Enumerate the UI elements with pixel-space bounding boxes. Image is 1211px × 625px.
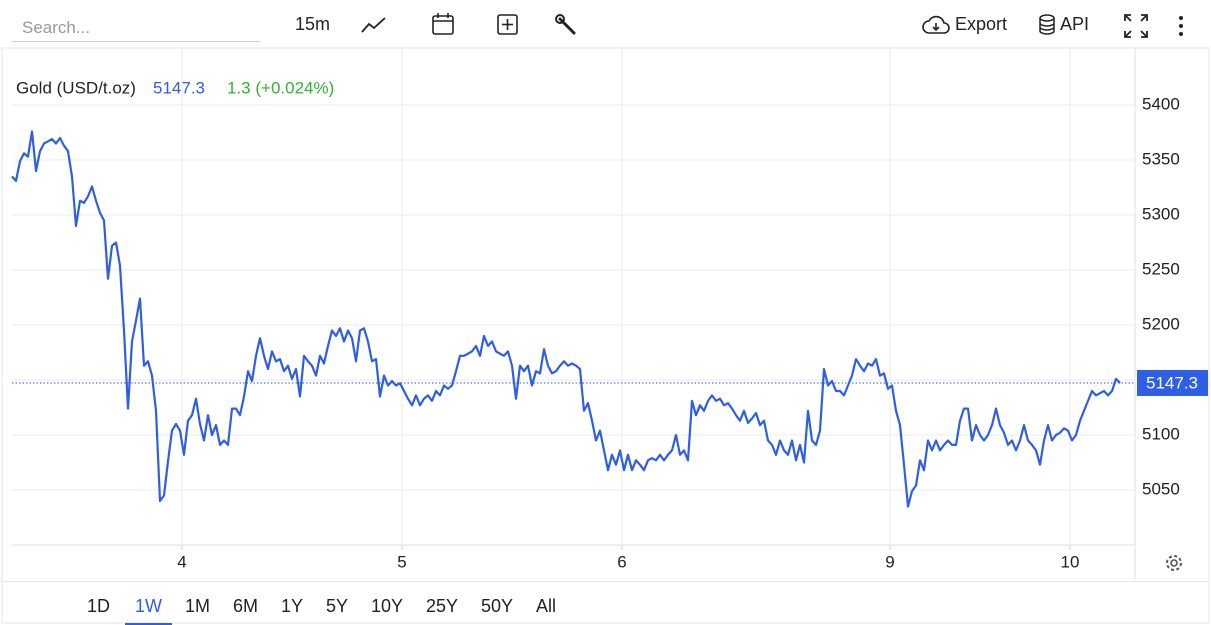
y-tick-label: 5300 bbox=[1142, 204, 1180, 223]
range-option[interactable]: 1Y bbox=[281, 596, 304, 616]
frame bbox=[1, 47, 1210, 624]
api-icon[interactable] bbox=[1038, 13, 1058, 37]
y-tick-label: 5100 bbox=[1142, 424, 1180, 443]
toolbar: Search... 15m Export API bbox=[0, 0, 1211, 48]
grid bbox=[12, 48, 1135, 545]
x-tick-label: 4 bbox=[177, 552, 186, 571]
x-tick-label: 5 bbox=[397, 552, 406, 571]
range-bar: 1D 1W 1M 6M 1Y 5Y 10Y 25Y 50Y All bbox=[2, 581, 1209, 625]
price-change: 1.3 (+0.024%) bbox=[227, 78, 334, 97]
last-value-label: 5147.3 bbox=[1146, 373, 1198, 392]
series-name: Gold (USD/t.oz) bbox=[16, 78, 136, 97]
y-tick-label: 5250 bbox=[1142, 259, 1180, 278]
add-indicator-icon[interactable] bbox=[496, 13, 520, 37]
y-tick-label: 5200 bbox=[1142, 314, 1180, 333]
range-option[interactable]: 1D bbox=[87, 596, 111, 616]
x-tick-label: 9 bbox=[885, 552, 894, 571]
api-button[interactable]: API bbox=[1060, 14, 1090, 34]
settings-icon[interactable] bbox=[1166, 555, 1182, 571]
export-icon[interactable] bbox=[921, 14, 951, 36]
range-option[interactable]: 5Y bbox=[326, 596, 349, 616]
range-option[interactable]: 25Y bbox=[426, 596, 459, 616]
tools-icon[interactable] bbox=[554, 13, 578, 37]
range-option[interactable]: 6M bbox=[233, 596, 259, 616]
x-tick-label: 10 bbox=[1061, 552, 1080, 571]
interval[interactable]: 15m bbox=[295, 14, 331, 34]
last-value-badge bbox=[1137, 369, 1208, 396]
chart-type-icon[interactable] bbox=[360, 14, 388, 36]
fullscreen-icon[interactable] bbox=[1123, 13, 1149, 39]
range-option[interactable]: All bbox=[536, 596, 557, 616]
search-input[interactable]: Search... bbox=[12, 12, 260, 42]
range-option[interactable]: 1M bbox=[185, 596, 211, 616]
y-tick-label: 5350 bbox=[1142, 149, 1180, 168]
range-option[interactable]: 10Y bbox=[371, 596, 404, 616]
last-price: 5147.3 bbox=[153, 78, 205, 97]
y-tick-label: 5400 bbox=[1142, 94, 1180, 113]
range-option[interactable]: 1W bbox=[125, 596, 172, 625]
y-tick-label: 5050 bbox=[1142, 479, 1180, 498]
export-button[interactable]: Export bbox=[955, 14, 1008, 34]
range-option[interactable]: 50Y bbox=[481, 596, 514, 616]
price-line bbox=[11, 130, 1121, 508]
more-icon[interactable] bbox=[1176, 15, 1186, 39]
x-tick-label: 6 bbox=[617, 552, 626, 571]
calendar-icon[interactable] bbox=[431, 12, 455, 36]
